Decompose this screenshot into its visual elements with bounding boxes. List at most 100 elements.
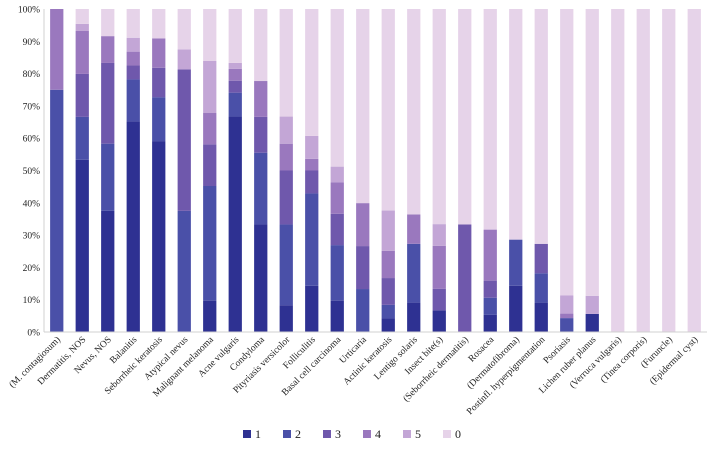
bar-segment-2 bbox=[509, 239, 523, 286]
bar-segment-4 bbox=[75, 30, 89, 74]
bar-segment-0 bbox=[662, 9, 676, 332]
legend-label-0: 0 bbox=[455, 427, 461, 441]
bar-segment-2 bbox=[534, 273, 548, 303]
bar-segment-3 bbox=[126, 65, 140, 80]
bar-segment-3 bbox=[254, 116, 268, 153]
bar-segment-0 bbox=[203, 9, 217, 61]
legend-label-3: 3 bbox=[335, 427, 341, 441]
y-axis: 0% 10% 20% 30% 40% 50% 60% 70% 80% 90% 100% bbox=[18, 6, 45, 339]
bar-segment-3 bbox=[330, 213, 344, 246]
bar-segment-1 bbox=[483, 314, 497, 332]
bar-segment-2 bbox=[279, 224, 293, 306]
bar-segment-5 bbox=[228, 62, 242, 69]
bar-segment-1 bbox=[407, 302, 421, 332]
bar-segment-0 bbox=[101, 9, 115, 37]
bar-segment-4 bbox=[560, 313, 574, 319]
bar-segment-2 bbox=[177, 210, 191, 333]
bar-segment-0 bbox=[279, 9, 293, 117]
bar-segment-0 bbox=[407, 9, 421, 215]
bar-segment-1 bbox=[152, 141, 166, 332]
bar-segment-2 bbox=[126, 79, 140, 122]
bar-segment-5 bbox=[305, 135, 319, 159]
bar-segment-0 bbox=[305, 9, 319, 136]
bar-segment-4 bbox=[483, 229, 497, 281]
bar-segment-4 bbox=[381, 250, 395, 279]
legend-label-1: 1 bbox=[255, 427, 261, 441]
bar-segment-0 bbox=[560, 9, 574, 296]
bar-segment-2 bbox=[203, 186, 217, 301]
bar-segment-4 bbox=[101, 36, 115, 63]
bar-segment-1 bbox=[101, 210, 115, 333]
bar-segment-4 bbox=[152, 38, 166, 68]
bar-segment-1 bbox=[228, 116, 242, 332]
bar-segment-2 bbox=[330, 245, 344, 301]
bar-segment-3 bbox=[177, 69, 191, 211]
bar-segment-0 bbox=[228, 9, 242, 63]
bar-segment-5 bbox=[330, 166, 344, 183]
y-tick-label: 100% bbox=[18, 6, 40, 16]
bar-segment-0 bbox=[75, 9, 89, 24]
bar-segment-4 bbox=[356, 203, 370, 247]
bar-segment-5 bbox=[126, 37, 140, 52]
y-tick-label: 20% bbox=[23, 264, 41, 274]
bar-segment-1 bbox=[305, 285, 319, 332]
bar-segment-0 bbox=[483, 9, 497, 230]
bar-segment-0 bbox=[126, 9, 140, 38]
bar-segment-3 bbox=[381, 278, 395, 305]
bar-segment-1 bbox=[330, 300, 344, 332]
legend-swatch-1 bbox=[243, 430, 251, 438]
bar-segment-1 bbox=[279, 305, 293, 332]
bar-segment-4 bbox=[126, 51, 140, 66]
bar-segment-3 bbox=[228, 80, 242, 93]
bar-segment-4 bbox=[305, 158, 319, 171]
bar-segment-0 bbox=[356, 9, 370, 204]
bar-segment-3 bbox=[458, 224, 472, 332]
bar-segment-1 bbox=[381, 318, 395, 332]
legend-swatch-2 bbox=[283, 430, 291, 438]
bar-segment-4 bbox=[432, 245, 446, 289]
bar-segment-0 bbox=[687, 9, 701, 332]
bar-segment-2 bbox=[75, 116, 89, 160]
bar-segment-5 bbox=[560, 295, 574, 314]
bar-segment-0 bbox=[636, 9, 650, 332]
bar-segment-5 bbox=[203, 61, 217, 113]
bar-segment-2 bbox=[356, 289, 370, 332]
bar-segment-3 bbox=[305, 170, 319, 194]
bar-segment-1 bbox=[509, 285, 523, 332]
y-tick-label: 0% bbox=[27, 329, 40, 339]
bar-segment-3 bbox=[203, 144, 217, 187]
bar-segment-0 bbox=[330, 9, 344, 167]
bar-segment-4 bbox=[254, 81, 268, 117]
bar-segment-0 bbox=[509, 9, 523, 240]
legend-label-4: 4 bbox=[375, 427, 381, 441]
bar-segment-2 bbox=[228, 92, 242, 117]
y-tick-label: 60% bbox=[23, 135, 41, 145]
bar-segment-1 bbox=[75, 159, 89, 332]
bar-segment-0 bbox=[585, 9, 599, 296]
bar-segment-0 bbox=[254, 9, 268, 82]
bar-segment-0 bbox=[458, 9, 472, 225]
legend-label-5: 5 bbox=[415, 427, 421, 441]
legend-label-2: 2 bbox=[295, 427, 301, 441]
bar-segment-1 bbox=[254, 224, 268, 332]
bar-segment-2 bbox=[381, 304, 395, 319]
y-tick-label: 10% bbox=[23, 296, 41, 306]
bar-segment-4 bbox=[228, 68, 242, 81]
legend-swatch-3 bbox=[323, 430, 331, 438]
bar-segment-2 bbox=[254, 152, 268, 225]
y-tick-label: 30% bbox=[23, 232, 41, 242]
bar-segment-4 bbox=[203, 113, 217, 145]
legend: 1 2 3 4 5 0 bbox=[243, 427, 461, 441]
bar-segment-1 bbox=[432, 310, 446, 332]
bar-segment-0 bbox=[381, 9, 395, 211]
bar-segment-2 bbox=[101, 143, 115, 211]
bar-segment-4 bbox=[50, 9, 64, 90]
bars bbox=[50, 9, 701, 333]
bar-segment-4 bbox=[279, 143, 293, 171]
bar-segment-3 bbox=[432, 288, 446, 311]
bar-segment-2 bbox=[407, 243, 421, 303]
bar-segment-2 bbox=[152, 97, 166, 142]
bar-segment-1 bbox=[126, 121, 140, 333]
